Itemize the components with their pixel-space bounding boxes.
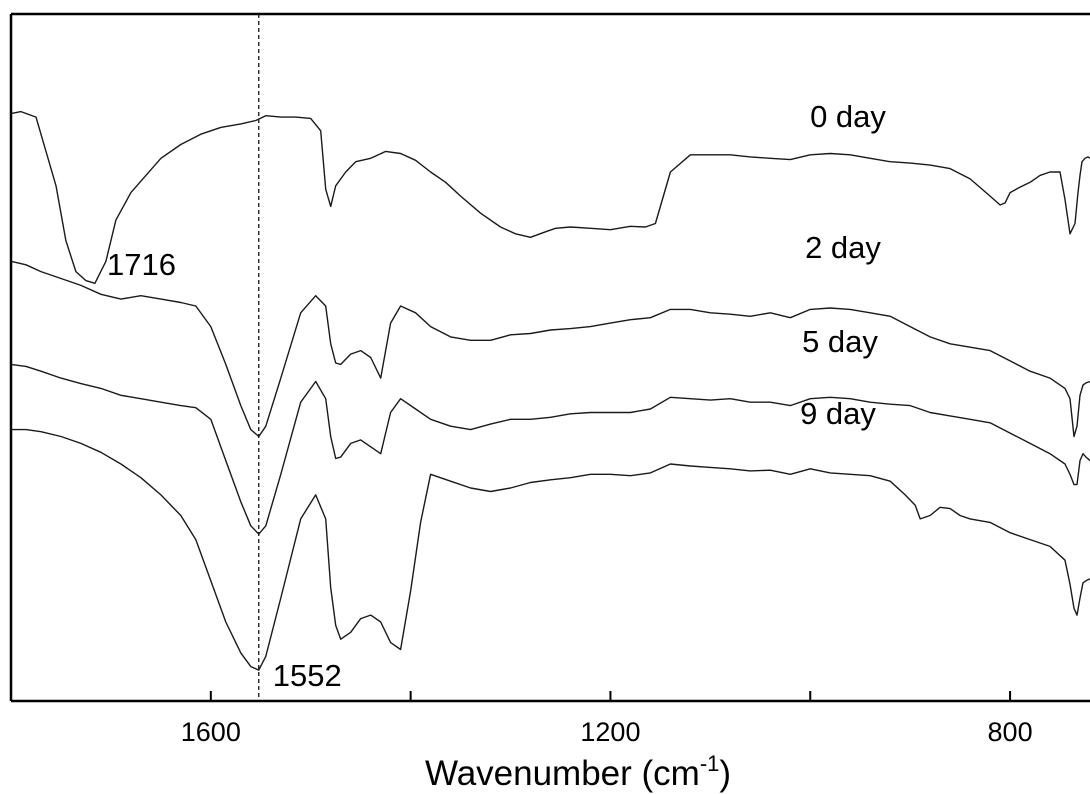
series-line-5-day xyxy=(10,363,1090,535)
x-axis-title-close: ) xyxy=(719,754,731,793)
series-label-2-day: 2 day xyxy=(805,230,881,265)
series-line-9-day xyxy=(11,428,1090,671)
series-label-0-day: 0 day xyxy=(810,99,886,134)
series-label-5-day: 5 day xyxy=(802,324,878,359)
series-labels: 0 day 2 day 5 day 9 day xyxy=(800,99,886,431)
x-axis-tick-labels: 1600 1200 800 xyxy=(181,717,1033,747)
x-axis-title-main: Wavenumber (cm xyxy=(425,754,700,793)
x-axis-ticks xyxy=(209,691,1012,701)
series-lines xyxy=(10,110,1090,671)
series-label-9-day: 9 day xyxy=(800,396,876,431)
x-tick-label-800: 800 xyxy=(988,717,1033,747)
x-axis-title: Wavenumber (cm-1) xyxy=(425,751,731,793)
series-line-2-day xyxy=(10,260,1090,438)
x-tick-label-1600: 1600 xyxy=(181,717,241,747)
annotation-1716: 1716 xyxy=(107,247,176,282)
x-axis-title-superscript: -1 xyxy=(700,751,720,776)
reference-line-label: 1552 xyxy=(273,658,342,693)
x-tick-label-1200: 1200 xyxy=(580,717,640,747)
series-line-0-day xyxy=(10,110,1090,284)
plot-frame xyxy=(9,12,1090,703)
